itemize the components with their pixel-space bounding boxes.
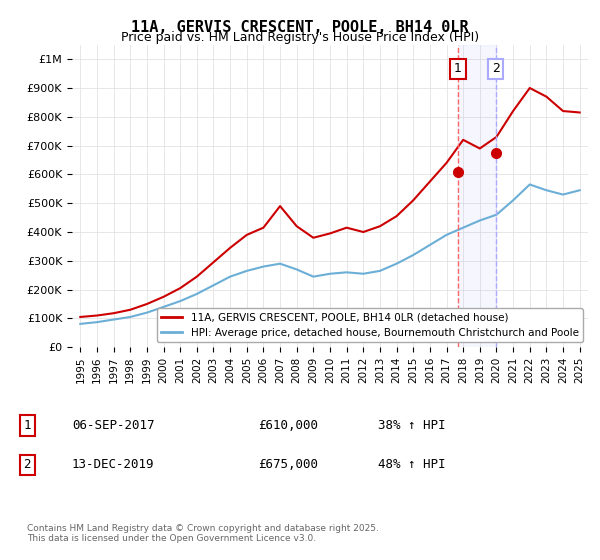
Text: £675,000: £675,000: [258, 458, 318, 472]
Text: Price paid vs. HM Land Registry's House Price Index (HPI): Price paid vs. HM Land Registry's House …: [121, 31, 479, 44]
Text: 1: 1: [454, 63, 462, 76]
Text: 48% ↑ HPI: 48% ↑ HPI: [378, 458, 445, 472]
Text: 13-DEC-2019: 13-DEC-2019: [72, 458, 155, 472]
Text: 38% ↑ HPI: 38% ↑ HPI: [378, 419, 445, 432]
Text: 2: 2: [491, 63, 500, 76]
Text: 11A, GERVIS CRESCENT, POOLE, BH14 0LR: 11A, GERVIS CRESCENT, POOLE, BH14 0LR: [131, 20, 469, 35]
Text: 06-SEP-2017: 06-SEP-2017: [72, 419, 155, 432]
Bar: [458, 45, 496, 347]
Legend: 11A, GERVIS CRESCENT, POOLE, BH14 0LR (detached house), HPI: Average price, deta: 11A, GERVIS CRESCENT, POOLE, BH14 0LR (d…: [157, 309, 583, 342]
Text: £610,000: £610,000: [258, 419, 318, 432]
Text: Contains HM Land Registry data © Crown copyright and database right 2025.
This d: Contains HM Land Registry data © Crown c…: [27, 524, 379, 543]
Text: 2: 2: [23, 458, 31, 472]
Text: 1: 1: [23, 419, 31, 432]
